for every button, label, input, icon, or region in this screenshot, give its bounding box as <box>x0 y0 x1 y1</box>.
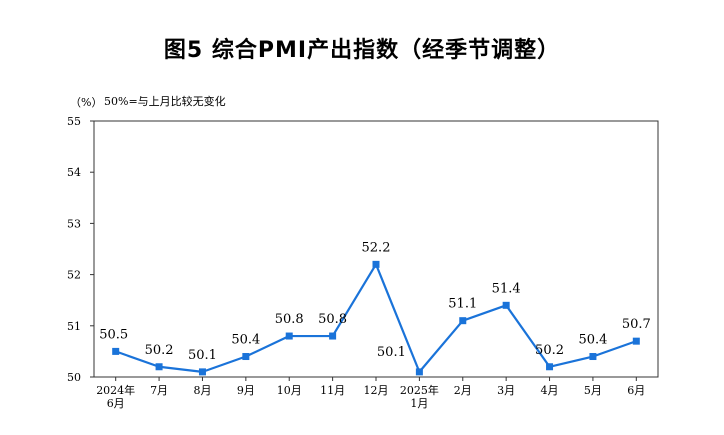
data-label: 50.7 <box>622 317 651 332</box>
data-label: 50.1 <box>377 345 406 360</box>
data-label: 50.4 <box>231 333 260 348</box>
x-tick-label: 7月 <box>150 384 168 397</box>
data-point <box>632 337 640 345</box>
data-label: 50.2 <box>145 343 174 358</box>
y-tick-label: 52 <box>67 269 81 282</box>
x-tick-label: 11月 <box>320 384 345 397</box>
data-point <box>589 353 597 361</box>
x-tick-label: 4月 <box>541 384 559 397</box>
y-tick-label: 50 <box>67 371 81 384</box>
y-axis-unit: （%） <box>70 96 103 109</box>
data-point <box>329 332 337 340</box>
x-tick-label: 3月 <box>497 384 515 397</box>
x-tick-label: 10月 <box>277 384 302 397</box>
x-tick-label: 9月 <box>237 384 255 397</box>
x-tick-label: 12月 <box>364 384 389 397</box>
x-tick-label: 2024年 6月 <box>96 383 135 410</box>
data-point <box>502 301 510 309</box>
data-label: 51.4 <box>492 281 521 296</box>
data-point <box>242 353 250 361</box>
x-tick-label: 6月 <box>627 384 645 397</box>
data-label: 50.5 <box>99 327 128 342</box>
data-label: 50.4 <box>578 333 607 348</box>
y-tick-label: 55 <box>67 115 81 128</box>
x-tick-label: 8月 <box>193 384 211 397</box>
y-tick-label: 51 <box>67 320 81 333</box>
data-point <box>415 368 423 376</box>
data-point <box>198 368 206 376</box>
x-tick-label: 2月 <box>454 384 472 397</box>
data-point <box>285 332 293 340</box>
data-point <box>372 260 380 268</box>
baseline-note: 50%=与上月比较无变化 <box>104 95 226 108</box>
data-label: 50.8 <box>275 312 304 327</box>
data-point <box>459 317 467 325</box>
data-point <box>155 363 163 371</box>
data-label: 52.2 <box>362 240 391 255</box>
data-label: 50.2 <box>535 343 564 358</box>
x-tick-label: 2025年 1月 <box>400 383 439 410</box>
data-label: 50.1 <box>188 348 217 363</box>
x-tick-label: 5月 <box>584 384 602 397</box>
y-tick-label: 53 <box>67 217 81 230</box>
data-label: 50.8 <box>318 312 347 327</box>
data-point <box>112 347 120 355</box>
data-point <box>546 363 554 371</box>
chart-title: 图5 综合PMI产出指数（经季节调整） <box>163 38 561 63</box>
data-label: 51.1 <box>448 297 477 312</box>
y-tick-label: 54 <box>67 166 81 179</box>
